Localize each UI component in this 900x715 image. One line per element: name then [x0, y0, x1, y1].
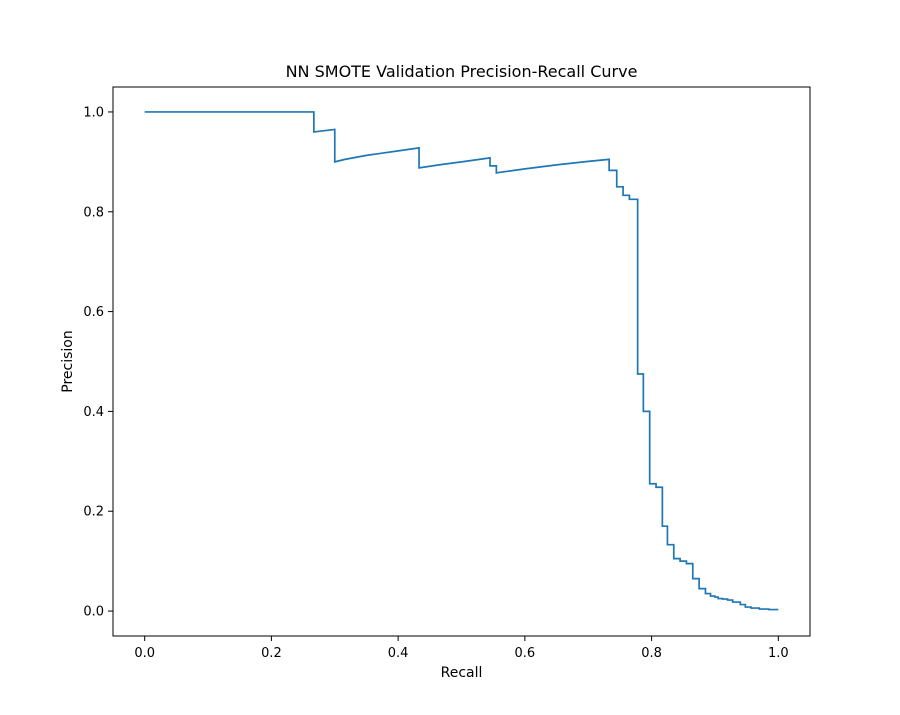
x-tick-label: 0.0	[134, 646, 155, 661]
x-tick-label: 1.0	[768, 646, 789, 661]
x-tick-label: 0.6	[515, 646, 536, 661]
x-tick-label: 0.8	[641, 646, 662, 661]
plot-frame	[112, 86, 811, 637]
x-axis-label: Recall	[441, 665, 483, 681]
y-axis-ticks: 0.0 0.2 0.4 0.6 0.8 1.0	[83, 105, 113, 620]
x-axis-ticks: 0.0 0.2 0.4 0.6 0.8 1.0	[134, 636, 789, 661]
precision-recall-line	[144, 111, 779, 611]
y-tick-label: 0.8	[83, 205, 104, 220]
x-tick-label: 0.4	[388, 646, 409, 661]
chart-title: NN SMOTE Validation Precision-Recall Cur…	[286, 62, 638, 81]
y-tick-label: 0.6	[83, 305, 104, 320]
y-tick-label: 1.0	[83, 105, 104, 120]
x-tick-label: 0.2	[261, 646, 282, 661]
y-tick-label: 0.4	[83, 405, 104, 420]
y-tick-label: 0.2	[83, 505, 104, 520]
y-tick-label: 0.0	[83, 605, 104, 620]
y-axis-label: Precision	[60, 330, 76, 392]
